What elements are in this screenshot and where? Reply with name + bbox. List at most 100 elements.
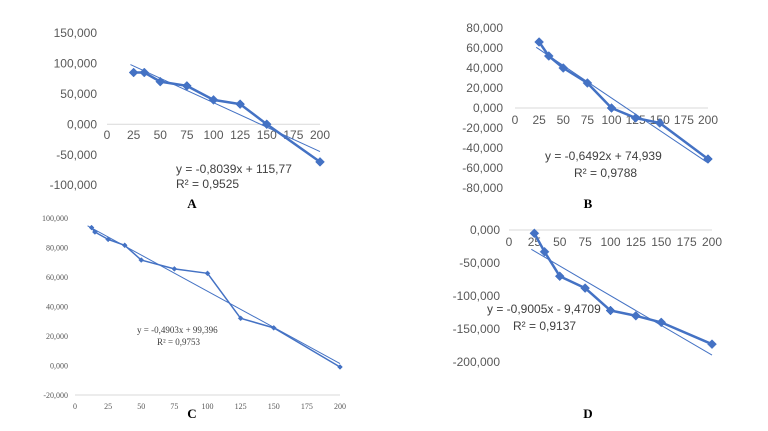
y-tick-label: -20,000 [43, 391, 68, 400]
series-line [538, 41, 709, 161]
x-tick-label: 0 [506, 235, 513, 249]
chart-panel-d: D 0,000 -50,000 -100,000 -150,000 -200,000 0 2… [453, 223, 723, 421]
data-point [92, 229, 98, 235]
y-tick-label: 60,000 [466, 41, 503, 55]
data-point [261, 119, 272, 130]
data-point [105, 236, 111, 243]
y-tick-label: 150,000 [54, 26, 98, 40]
x-tick-label: 75 [170, 402, 178, 411]
y-tick-label: -50,000 [56, 148, 97, 162]
y-tick-label: 20,000 [46, 332, 68, 341]
x-tick-label: 150 [651, 235, 671, 249]
data-point [605, 305, 616, 316]
panel-label-c: C [187, 406, 196, 421]
data-point [580, 283, 590, 293]
y-tick-label: 0,000 [473, 101, 503, 115]
trendline-equation: y = -0,8039x + 115,77 [176, 162, 292, 176]
y-tick-label: 50,000 [60, 87, 97, 101]
y-tick-label: -50,000 [459, 256, 500, 270]
y-tick-label: 0,000 [67, 117, 97, 131]
data-point [270, 325, 277, 331]
series-line [90, 227, 341, 368]
y-tick-label: -150,000 [453, 322, 501, 336]
data-point [529, 228, 540, 239]
trendline-equation: y = -0,4903x + 99,396 [137, 325, 218, 335]
y-tick-label: 60,000 [46, 273, 68, 282]
y-tick-label: 0,000 [470, 223, 500, 237]
y-tick-label: 80,000 [466, 21, 503, 35]
x-tick-label: 175 [677, 235, 697, 249]
data-point [582, 78, 593, 88]
r-squared-label: R² = 0,9788 [574, 166, 637, 180]
data-point [204, 270, 211, 277]
data-point [155, 76, 166, 87]
data-point [171, 266, 178, 272]
data-point [656, 317, 667, 328]
x-tick-label: 50 [557, 113, 571, 127]
x-tick-label: 50 [137, 402, 145, 411]
r-squared-label: R² = 0,9137 [513, 319, 576, 333]
r-squared-label: R² = 0,9525 [176, 177, 239, 191]
data-point [554, 271, 565, 282]
data-point [315, 157, 325, 167]
x-tick-label: 150 [268, 402, 280, 411]
data-point [630, 113, 641, 123]
x-tick-label: 100 [203, 128, 223, 142]
x-tick-label: 200 [698, 113, 718, 127]
x-tick-label: 200 [310, 128, 330, 142]
trendline-equation: y = -0,6492x + 74,939 [545, 149, 662, 163]
trendline-equation: y = -0,9005x - 9,4709 [487, 302, 601, 316]
panel-label-a: A [187, 196, 197, 211]
x-tick-label: 75 [180, 128, 194, 142]
x-tick-label: 75 [578, 235, 592, 249]
x-tick-label: 0 [73, 402, 77, 411]
data-point [337, 364, 343, 370]
data-point [138, 257, 145, 263]
x-tick-label: 175 [674, 113, 694, 127]
chart-panel-c: C 100,000 80,000 60,000 40,000 20,000 0,000 -2… [42, 214, 346, 421]
x-tick-label: 25 [127, 128, 141, 142]
data-point [237, 315, 244, 322]
y-tick-label: -80,000 [462, 181, 503, 195]
data-point [543, 51, 554, 61]
trendline [531, 248, 713, 356]
x-tick-label: 200 [334, 402, 346, 411]
y-tick-label: -100,000 [453, 289, 501, 303]
x-tick-label: 175 [301, 402, 313, 411]
x-tick-label: 0 [104, 128, 111, 142]
y-tick-label: -200,000 [453, 355, 501, 369]
y-tick-label: 100,000 [42, 214, 68, 223]
x-tick-label: 0 [512, 113, 519, 127]
y-tick-label: -100,000 [50, 178, 98, 192]
data-point [558, 63, 569, 73]
data-point [703, 154, 713, 164]
data-point [606, 103, 617, 113]
panel-label-d: D [583, 406, 592, 421]
x-tick-label: 125 [626, 235, 646, 249]
data-point [235, 99, 245, 109]
x-tick-label: 50 [154, 128, 168, 142]
series-line [133, 71, 321, 163]
x-tick-label: 100 [600, 235, 620, 249]
x-tick-label: 100 [202, 402, 214, 411]
x-tick-label: 50 [553, 235, 567, 249]
chart-panel-a: A 150,000 100,000 50,000 0,000 -50,000 -100,0… [50, 26, 331, 211]
data-point [121, 242, 128, 249]
x-tick-label: 25 [532, 113, 546, 127]
y-tick-label: -20,000 [462, 121, 503, 135]
data-point [182, 81, 192, 91]
data-point [208, 95, 219, 105]
x-tick-label: 100 [601, 113, 621, 127]
r-squared-label: R² = 0,9753 [157, 337, 201, 347]
x-tick-label: 175 [283, 128, 303, 142]
data-point [707, 339, 717, 350]
y-tick-label: -60,000 [462, 161, 503, 175]
y-tick-label: 40,000 [466, 61, 503, 75]
y-tick-label: 0,000 [50, 361, 68, 370]
data-point [654, 118, 665, 128]
data-point [128, 67, 139, 78]
x-tick-label: 125 [230, 128, 250, 142]
x-tick-label: 200 [702, 235, 722, 249]
data-point [631, 310, 641, 321]
